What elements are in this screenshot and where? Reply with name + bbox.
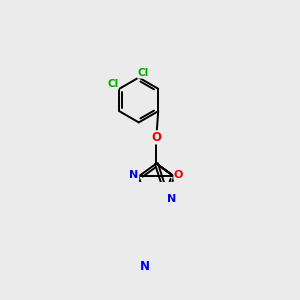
- Text: N: N: [140, 260, 150, 273]
- Text: N: N: [130, 169, 139, 180]
- Text: Cl: Cl: [107, 79, 118, 89]
- Text: N: N: [167, 194, 176, 204]
- Text: O: O: [174, 169, 183, 180]
- Text: O: O: [151, 131, 161, 144]
- Text: Cl: Cl: [138, 68, 149, 78]
